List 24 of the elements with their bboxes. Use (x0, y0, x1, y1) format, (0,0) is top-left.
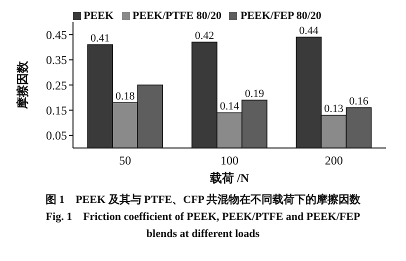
y-tick-label: 0.45 (46, 28, 67, 42)
text: blends at different loads (145, 227, 261, 242)
x-axis-title: 载荷 /N (209, 171, 250, 185)
x-tick-label: 50 (119, 154, 132, 168)
data-label: 0.13 (324, 103, 344, 116)
x-tick-label: 200 (324, 154, 343, 168)
data-label: 0.42 (194, 30, 214, 42)
y-tick-label: 0.25 (46, 78, 67, 92)
data-label: 0.16 (349, 96, 369, 108)
y-tick-label: 0.05 (46, 128, 67, 143)
data-label: 0.19 (244, 88, 265, 100)
y-axis-title: 摩擦因数 (15, 60, 30, 110)
data-label: 0.14 (220, 100, 240, 113)
y-tick-label: 0.15 (46, 103, 67, 118)
data-label: 0.18 (115, 90, 136, 103)
data-label: 0.41 (90, 32, 110, 45)
legend-label: PEEK (84, 10, 114, 22)
caption: Fig. 1 Friction coefficient of PEEK, PEEK/PTFE and PEEK/FEP (44, 210, 362, 225)
legend-label: PEEK/PTFE 80/20 (132, 10, 222, 22)
caption: 图 1 PEEK 及其与 PTFE、CFP 共混物在不同载荷下的摩擦因数 (44, 192, 362, 208)
data-label: 0.44 (299, 25, 319, 38)
x-tick-label: 100 (220, 154, 238, 168)
legend-label: PEEK/FEP 80/20 (240, 10, 322, 22)
y-tick-label: 0.35 (46, 53, 67, 68)
